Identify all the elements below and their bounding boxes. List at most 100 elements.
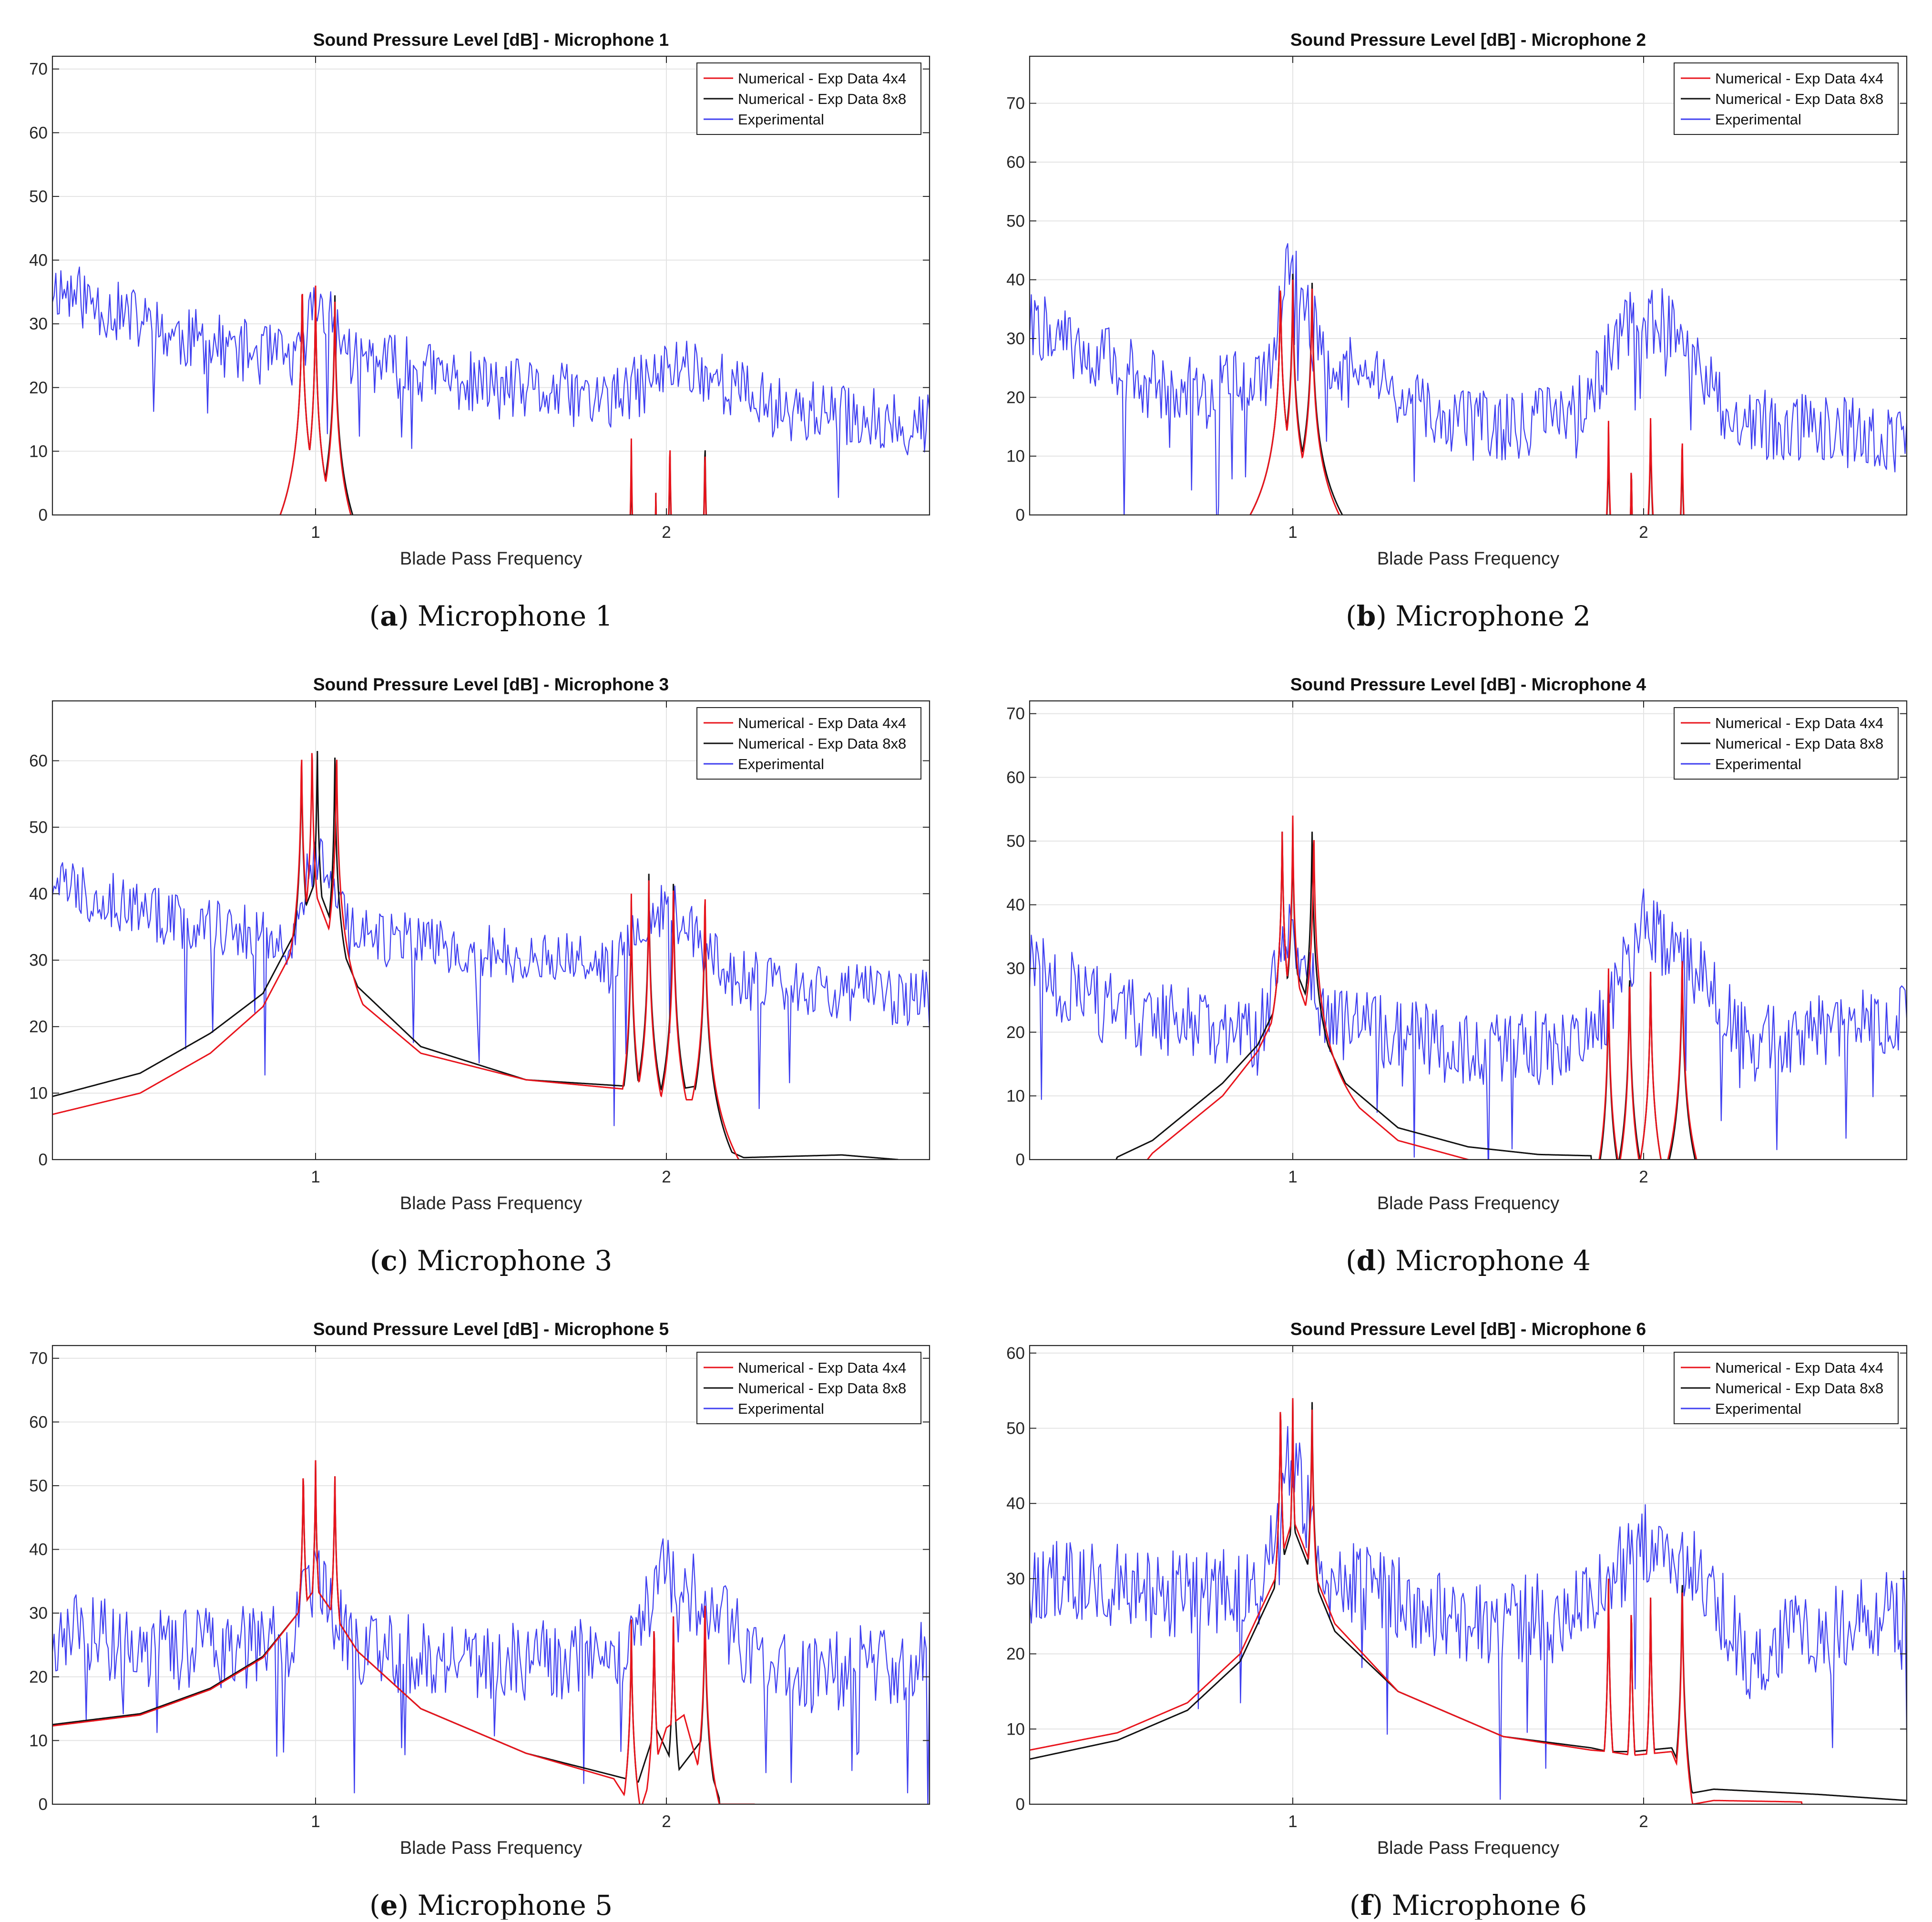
axes-box bbox=[51, 1345, 930, 1805]
legend: Numerical - Exp Data 4x4 Numerical - Exp … bbox=[696, 1352, 921, 1424]
y-tick-label: 40 bbox=[1006, 271, 1025, 289]
caption-space bbox=[1387, 1244, 1395, 1277]
x-axis-label: Blade Pass Frequency bbox=[400, 1193, 582, 1213]
y-tick-label: 60 bbox=[1006, 153, 1025, 172]
caption-text: Microphone 5 bbox=[418, 1889, 613, 1920]
legend-box bbox=[696, 1352, 921, 1424]
series-numerical-8x8 bbox=[52, 750, 899, 1160]
x-tick-label: 2 bbox=[1639, 523, 1648, 542]
y-tick-label: 70 bbox=[29, 1349, 48, 1368]
chart-title: Sound Pressure Level [dB] - Microphone 5 bbox=[313, 1319, 669, 1339]
legend-entry: Experimental bbox=[1715, 756, 1801, 772]
y-tick-label: 10 bbox=[29, 1084, 48, 1103]
caption-text: Microphone 6 bbox=[1392, 1889, 1587, 1920]
y-tick-label: 30 bbox=[29, 315, 48, 333]
legend-entry: Experimental bbox=[738, 756, 824, 772]
legend: Numerical - Exp Data 4x4 Numerical - Exp … bbox=[696, 707, 921, 780]
chart-panel-5: 0 10 20 30 40 50 60 70 1 2 Sound Pressure Level [d… bbox=[29, 1319, 930, 1922]
legend-entry: Numerical - Exp Data 8x8 bbox=[738, 1380, 906, 1397]
y-tick-label: 70 bbox=[29, 60, 48, 79]
series-experimental bbox=[52, 838, 930, 1126]
y-tick-label: 10 bbox=[1006, 1720, 1025, 1738]
series-numerical-4x4 bbox=[52, 1460, 755, 1804]
x-tick-label: 1 bbox=[1288, 523, 1297, 542]
legend-entry: Numerical - Exp Data 8x8 bbox=[1715, 91, 1883, 107]
x-tick-label: 1 bbox=[1288, 1812, 1297, 1831]
caption-paren-close: ) bbox=[1372, 1889, 1383, 1920]
caption-paren-open: ( bbox=[1346, 600, 1357, 632]
caption-space bbox=[409, 1889, 417, 1920]
subplot-caption: (d) Microphone 4 bbox=[1346, 1244, 1591, 1277]
y-tick-label: 40 bbox=[1006, 896, 1025, 915]
series-group bbox=[1030, 1398, 1907, 1804]
legend: Numerical - Exp Data 4x4 Numerical - Exp … bbox=[1674, 707, 1899, 780]
chart-title: Sound Pressure Level [dB] - Microphone 1 bbox=[313, 30, 669, 50]
y-tick-label: 40 bbox=[29, 1541, 48, 1559]
y-tick-label: 10 bbox=[29, 442, 48, 461]
caption-paren-open: ( bbox=[1346, 1244, 1357, 1277]
y-tick-label: 60 bbox=[29, 123, 48, 142]
y-tick-label: 60 bbox=[1006, 768, 1025, 787]
x-tick-label: 1 bbox=[311, 523, 320, 542]
caption-text: Microphone 3 bbox=[417, 1244, 612, 1277]
caption-letter: f bbox=[1360, 1889, 1374, 1920]
legend-entry: Numerical - Exp Data 4x4 bbox=[1715, 715, 1883, 731]
y-tick-label: 40 bbox=[29, 251, 48, 270]
x-axis-label: Blade Pass Frequency bbox=[400, 1838, 582, 1858]
series-group bbox=[1030, 815, 1907, 1160]
caption-paren-close: ) bbox=[398, 600, 409, 632]
y-tick-label: 0 bbox=[1016, 1795, 1025, 1814]
caption-paren-close: ) bbox=[398, 1889, 409, 1920]
chart-panel-3: 0 10 20 30 40 50 60 1 2 Sound Pressure Level [dB]… bbox=[29, 675, 930, 1277]
series-group bbox=[52, 750, 930, 1160]
y-tick-label: 0 bbox=[39, 506, 48, 524]
series-experimental bbox=[1030, 243, 1907, 515]
y-tick-label: 50 bbox=[1006, 1419, 1025, 1438]
x-axis-label: Blade Pass Frequency bbox=[1377, 549, 1559, 569]
legend-entry: Numerical - Exp Data 4x4 bbox=[1715, 70, 1883, 87]
chart-panel-4: 0 10 20 30 40 50 60 70 1 2 Sound Pressure Level [d… bbox=[1006, 675, 1908, 1277]
series-numerical-8x8 bbox=[1115, 822, 1696, 1160]
legend: Numerical - Exp Data 4x4 Numerical - Exp … bbox=[1674, 62, 1899, 135]
axes-box bbox=[1029, 1345, 1908, 1805]
y-tick-label: 0 bbox=[39, 1151, 48, 1169]
axes-box bbox=[51, 55, 930, 516]
y-tick-label: 30 bbox=[1006, 1570, 1025, 1588]
legend-entry: Numerical - Exp Data 4x4 bbox=[738, 715, 906, 731]
series-experimental bbox=[52, 267, 930, 498]
y-tick-label: 50 bbox=[1006, 212, 1025, 230]
legend-entry: Numerical - Exp Data 4x4 bbox=[1715, 1359, 1883, 1376]
caption-space bbox=[1383, 1889, 1391, 1920]
legend-box bbox=[1674, 62, 1899, 135]
legend-box bbox=[1674, 707, 1899, 780]
y-tick-label: 60 bbox=[1006, 1344, 1025, 1363]
legend-entry: Numerical - Exp Data 8x8 bbox=[1715, 1380, 1883, 1397]
axes-box bbox=[1029, 700, 1908, 1161]
series-numerical-4x4 bbox=[1030, 1398, 1803, 1804]
caption-paren-open: ( bbox=[369, 600, 380, 632]
y-tick-label: 40 bbox=[1006, 1494, 1025, 1513]
caption-letter: c bbox=[380, 1244, 397, 1277]
caption-text: Microphone 4 bbox=[1395, 1244, 1590, 1277]
legend-box bbox=[696, 62, 921, 135]
series-numerical-4x4 bbox=[52, 753, 740, 1160]
caption-space bbox=[409, 600, 417, 632]
y-tick-label: 20 bbox=[1006, 1645, 1025, 1664]
caption-paren-open: ( bbox=[369, 1889, 380, 1920]
chart-panel-2: 0 10 20 30 40 50 60 70 1 2 Sound Pressure Level [d… bbox=[1006, 30, 1908, 632]
series-experimental bbox=[1030, 888, 1907, 1160]
legend-entry: Experimental bbox=[738, 1400, 824, 1417]
legend-entry: Numerical - Exp Data 8x8 bbox=[738, 91, 906, 107]
chart-panel-6: 0 10 20 30 40 50 60 1 2 Sound Pressure Level [dB]… bbox=[1006, 1319, 1908, 1922]
series-group bbox=[1030, 243, 1907, 515]
legend-box bbox=[696, 707, 921, 780]
legend-entry: Experimental bbox=[1715, 1400, 1801, 1417]
y-tick-label: 50 bbox=[1006, 832, 1025, 851]
y-tick-label: 60 bbox=[29, 751, 48, 770]
y-tick-label: 0 bbox=[1016, 1151, 1025, 1169]
axes-box bbox=[1029, 55, 1908, 516]
caption-letter: b bbox=[1357, 600, 1376, 632]
y-tick-label: 70 bbox=[1006, 705, 1025, 723]
y-tick-label: 50 bbox=[29, 187, 48, 206]
